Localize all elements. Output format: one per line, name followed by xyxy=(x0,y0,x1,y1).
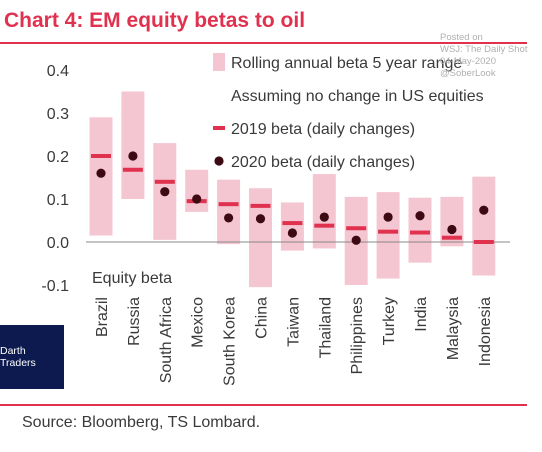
beta-2019-marker xyxy=(91,154,111,158)
source-rule xyxy=(0,404,527,406)
beta-2019-marker xyxy=(441,235,462,240)
category-label: Indonesia xyxy=(477,297,494,366)
beta-2019-marker xyxy=(378,229,399,234)
beta-2020-point xyxy=(96,168,106,178)
legend-dash-swatch xyxy=(213,126,225,130)
range-bars-group xyxy=(89,91,496,288)
beta-2020-group xyxy=(96,151,489,245)
x-axis-categories: Brazil Russia South Africa Mexico South Kore… xyxy=(94,297,494,386)
beta-2020-point xyxy=(287,228,297,238)
y-axis-label: Equity beta xyxy=(92,270,172,287)
category-label: South Africa xyxy=(158,297,175,383)
beta-2020-point xyxy=(224,213,234,223)
category-label: Brazil xyxy=(94,297,111,337)
legend-label: Rolling annual beta 5 year range xyxy=(231,55,462,72)
y-tick-label: 0.3 xyxy=(47,106,69,123)
category-label: Russia xyxy=(126,297,143,346)
beta-2019-marker xyxy=(250,203,271,208)
beta-2019-marker xyxy=(218,202,239,207)
beta-2019-marker xyxy=(410,230,430,235)
beta-2019-marker xyxy=(122,167,143,172)
legend-dot-swatch xyxy=(214,156,224,166)
range-bar xyxy=(217,179,241,245)
category-label: China xyxy=(254,297,271,339)
y-tick-label: 0.4 xyxy=(47,63,69,80)
beta-2019-marker xyxy=(282,221,303,226)
category-label: Taiwan xyxy=(285,297,302,347)
category-label: India xyxy=(413,297,430,332)
watermark-line: Posted on xyxy=(440,32,483,43)
beta-2019-marker xyxy=(473,240,494,244)
beta-2019-marker xyxy=(346,226,367,231)
y-tick-label: -0.1 xyxy=(41,278,69,295)
watermark: Posted on WSJ: The Daily Shot 04-May-202… xyxy=(440,32,527,80)
category-label: Mexico xyxy=(190,297,207,348)
beta-2019-marker xyxy=(314,223,335,228)
beta-2020-point xyxy=(415,211,425,221)
range-bar xyxy=(121,91,145,199)
chart-area: 0.4 0.3 0.2 0.1 0.0 -0.1 Brazil Russia South Af… xyxy=(41,53,510,386)
y-axis-ticks: 0.4 0.3 0.2 0.1 0.0 -0.1 xyxy=(41,63,69,295)
range-bar xyxy=(376,192,400,279)
category-label: Thailand xyxy=(317,297,334,358)
legend-range-swatch xyxy=(213,53,225,71)
category-label: Malaysia xyxy=(445,297,462,360)
range-bar xyxy=(440,196,464,247)
watermark-line: WSJ: The Daily Shot xyxy=(440,44,528,55)
source-note: Source: Bloomberg, TS Lombard. xyxy=(22,414,261,431)
beta-2020-point xyxy=(447,224,457,235)
legend-label: 2020 beta (daily changes) xyxy=(231,154,415,171)
beta-2020-point xyxy=(319,212,329,222)
beta-2020-point xyxy=(479,205,489,215)
beta-2020-point xyxy=(351,235,361,245)
beta-2020-point xyxy=(383,212,393,222)
range-bar xyxy=(185,169,209,212)
chart-title: Chart 4: EM equity betas to oil xyxy=(4,9,306,32)
category-label: Turkey xyxy=(381,297,398,345)
darth-traders-badge: Darth Traders xyxy=(0,325,64,389)
legend-label: Assuming no change in US equities xyxy=(231,88,484,105)
beta-2019-group xyxy=(91,154,494,244)
legend-label: 2019 beta (daily changes) xyxy=(231,121,415,138)
beta-2020-point xyxy=(192,194,202,204)
range-bar xyxy=(280,202,304,251)
range-bar xyxy=(472,176,496,276)
legend: Rolling annual beta 5 year range Assuming… xyxy=(213,53,484,171)
category-label: Philippines xyxy=(349,297,366,374)
y-tick-label: 0.1 xyxy=(47,192,69,209)
watermark-line: 04-May-2020 xyxy=(440,56,496,67)
y-tick-label: 0.2 xyxy=(47,149,69,166)
title-rule xyxy=(0,42,527,44)
range-bar xyxy=(408,197,432,263)
beta-2020-point xyxy=(128,151,138,161)
watermark-line: @SoberLook xyxy=(440,68,496,79)
range-bar xyxy=(312,174,336,249)
y-tick-label: 0.0 xyxy=(47,235,69,252)
beta-2020-point xyxy=(160,187,170,197)
beta-2020-point xyxy=(255,214,266,224)
range-bar xyxy=(249,188,272,288)
category-label: South Korea xyxy=(222,297,239,386)
beta-2019-marker xyxy=(154,179,175,184)
